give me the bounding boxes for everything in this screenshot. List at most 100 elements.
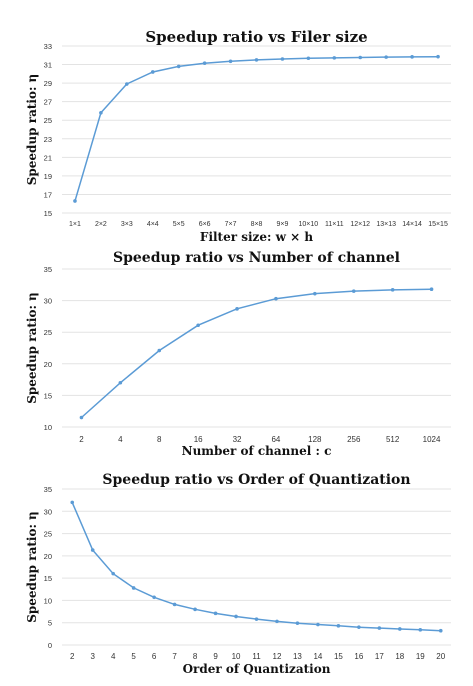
x-tick-label: 12 [273,652,282,661]
x-tick-label: 9 [213,652,218,661]
chart-3: Speedup ratio vs Order of Quantization 0 5… [25,472,451,676]
x-tick-label: 3 [90,652,95,661]
chart-title: Speedup ratio vs Filer size [145,28,367,46]
data-point [213,611,218,616]
chart-2: Speedup ratio vs Number of channel 10 15 20… [25,250,451,458]
y-tick-label: 20 [44,552,52,561]
y-axis-label: Speedup ratio: η [25,292,39,404]
y-tick-label: 25 [44,116,52,125]
x-tick-label: 16 [354,652,363,661]
x-tick-label: 13 [293,652,302,661]
data-point [316,622,320,627]
y-tick-label: 15 [44,391,52,400]
y-tick-label: 15 [44,209,52,218]
data-point [254,58,259,62]
data-point [234,614,238,619]
data-point [390,288,395,292]
x-tick-label: 19 [416,652,425,661]
data-point [196,323,200,328]
data-point [410,55,414,59]
data-point [358,55,363,60]
x-tick-label: 1024 [423,435,441,444]
y-tick-label: 10 [44,596,52,605]
data-point [125,82,129,86]
data-point [332,56,337,60]
data-point [429,287,434,292]
x-tick-label: 6×6 [199,221,211,228]
data-point [418,628,423,632]
data-point [79,415,84,420]
series-line [74,55,439,202]
data-point [313,291,317,296]
y-tick-label: 33 [44,42,52,51]
x-tick-label: 512 [386,435,400,444]
data-point [90,548,95,552]
x-axis-label: Number of channel : c [182,444,332,458]
y-tick-label: 5 [48,619,52,628]
data-point [172,602,177,607]
data-point [274,296,278,301]
y-tick-label: 23 [44,135,52,144]
data-point [118,380,123,385]
x-axis-label: Filter size: w × h [200,230,313,244]
data-point [228,59,233,64]
x-tick-label: 15 [334,652,343,661]
y-tick-label: 21 [44,153,52,162]
y-tick-label: 17 [44,190,52,199]
y-tick-label: 25 [44,530,52,539]
chart-title: Speedup ratio vs Order of Quantization [102,472,410,488]
data-point [306,56,311,61]
x-tick-label: 10×10 [299,221,319,228]
y-tick-label: 20 [44,360,52,369]
y-tick-label: 35 [44,485,52,494]
y-axis-label: Speedup ratio: η [25,74,39,186]
x-tick-label: 14 [313,652,322,661]
x-tick-label: 7×7 [225,221,237,228]
data-point [280,57,285,61]
y-tick-label: 0 [48,641,52,650]
data-point [254,617,259,621]
data-point [176,64,181,69]
data-point [152,595,156,600]
x-tick-label: 8×8 [251,221,263,228]
chart-1: Speedup ratio vs Filer size 15 17 19 21 23 25 2… [25,28,451,244]
data-point [295,621,300,625]
x-tick-label: 1×1 [69,221,81,228]
data-point [377,626,382,630]
data-point [193,607,197,612]
x-tick-label: 7 [172,652,177,661]
x-tick-label: 11 [252,652,261,661]
data-point [73,199,77,203]
x-tick-label: 4 [111,652,116,661]
x-tick-label: 6 [152,652,157,661]
y-tick-label: 30 [44,297,52,306]
y-tick-label: 29 [44,79,52,88]
data-point [398,627,402,631]
x-tick-label: 10 [232,652,241,661]
data-point [111,571,115,576]
data-point [157,348,162,353]
y-tick-label: 10 [44,423,52,432]
y-tick-label: 19 [44,172,52,181]
data-point [357,625,361,629]
y-axis-label: Speedup ratio: η [25,511,39,623]
y-tick-label: 35 [44,265,52,274]
x-tick-label: 13×13 [376,221,396,228]
x-tick-label: 15×15 [428,221,448,228]
x-tick-label: 4×4 [147,221,159,228]
data-point [70,500,75,505]
data-point [351,289,356,293]
x-tick-label: 12×12 [350,221,370,228]
x-tick-label: 5 [131,652,136,661]
x-tick-label: 17 [375,652,384,661]
x-tick-label: 256 [347,435,361,444]
series-line [71,502,441,632]
y-tick-label: 27 [44,98,52,107]
data-point [99,111,103,115]
data-point [150,70,155,74]
x-tick-label: 3×3 [121,221,133,228]
x-tick-label: 128 [308,435,322,444]
x-tick-label: 14×14 [402,221,422,228]
data-point [202,61,207,65]
data-point [235,307,239,311]
